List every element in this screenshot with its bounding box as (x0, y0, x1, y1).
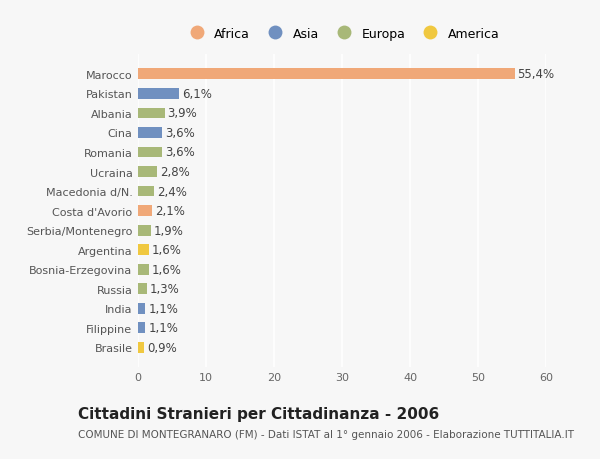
Bar (138, 303, 145, 314)
Text: Cittadini Stranieri per Cittadinanza - 2006: Cittadini Stranieri per Cittadinanza - 2… (78, 406, 439, 421)
Text: 3,9%: 3,9% (167, 107, 197, 120)
Bar (138, 323, 145, 334)
Text: 1,1%: 1,1% (148, 322, 178, 335)
Text: COMUNE DI MONTEGRANARO (FM) - Dati ISTAT al 1° gennaio 2006 - Elaborazione TUTTI: COMUNE DI MONTEGRANARO (FM) - Dati ISTAT… (78, 429, 574, 439)
Text: 6,1%: 6,1% (182, 88, 212, 101)
Text: 2,4%: 2,4% (157, 185, 187, 198)
Bar (138, 264, 149, 275)
Bar (138, 147, 163, 158)
Bar (138, 167, 157, 178)
Text: 1,6%: 1,6% (152, 263, 181, 276)
Text: 1,1%: 1,1% (148, 302, 178, 315)
Legend: Africa, Asia, Europa, America: Africa, Asia, Europa, America (181, 24, 503, 45)
Text: 1,3%: 1,3% (149, 283, 179, 296)
Bar (138, 128, 163, 139)
Text: 1,6%: 1,6% (152, 244, 181, 257)
Text: 0,9%: 0,9% (147, 341, 176, 354)
Text: 3,6%: 3,6% (165, 127, 195, 140)
Bar (138, 89, 179, 100)
Bar (138, 225, 151, 236)
Text: 55,4%: 55,4% (517, 68, 554, 81)
Bar (138, 342, 144, 353)
Text: 2,8%: 2,8% (160, 166, 190, 179)
Bar (138, 69, 515, 80)
Text: 3,6%: 3,6% (165, 146, 195, 159)
Bar (138, 108, 164, 119)
Bar (138, 245, 149, 256)
Text: 1,9%: 1,9% (154, 224, 184, 237)
Bar (138, 186, 154, 197)
Bar (138, 206, 152, 217)
Bar (138, 284, 147, 295)
Text: 2,1%: 2,1% (155, 205, 185, 218)
